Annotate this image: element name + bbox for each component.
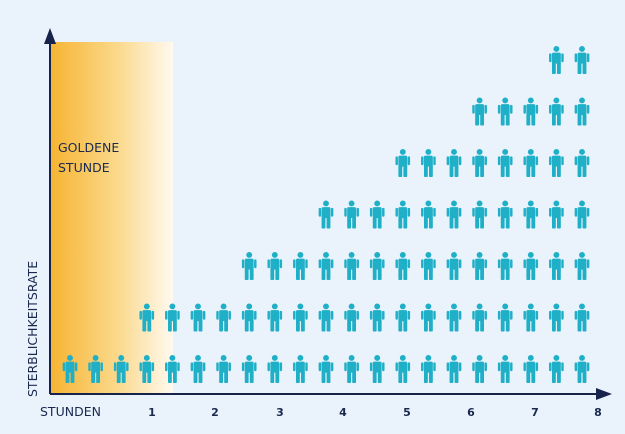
x-tick-labels: 1 2 3 4 5 6 7 8	[148, 406, 602, 419]
person-icon	[523, 149, 539, 177]
person-icon	[369, 355, 385, 383]
person-icon	[472, 97, 487, 126]
person-icon	[472, 252, 487, 280]
person-icon	[574, 355, 590, 383]
x-axis-label: STUNDEN	[40, 404, 101, 419]
person-icon	[574, 149, 590, 177]
person-icon	[472, 303, 487, 332]
person-icon	[344, 200, 359, 229]
person-icon	[549, 252, 564, 280]
person-icon	[344, 303, 359, 332]
person-icon	[497, 200, 513, 229]
person-icon	[549, 355, 564, 383]
person-icon	[497, 252, 513, 280]
person-icon	[293, 303, 308, 332]
person-icon	[472, 200, 487, 229]
person-icon	[472, 355, 487, 383]
person-icon	[574, 200, 590, 229]
person-icon	[497, 355, 513, 383]
x-tick-label: 4	[339, 406, 347, 419]
person-icon	[472, 149, 487, 177]
golden-hour-label-line: STUNDE	[58, 160, 110, 175]
person-icon	[369, 252, 385, 280]
person-icon	[267, 252, 283, 280]
person-icon	[344, 252, 359, 280]
person-icon	[421, 252, 436, 280]
x-tick-label: 1	[148, 406, 156, 419]
person-icon	[216, 303, 231, 332]
person-icon	[523, 303, 539, 332]
person-icon	[497, 97, 513, 126]
person-icon	[523, 200, 539, 229]
person-icon	[549, 200, 564, 229]
person-icon	[395, 252, 411, 280]
person-icon	[190, 303, 206, 332]
person-icon	[318, 252, 334, 280]
person-icon	[574, 46, 590, 74]
person-icon	[241, 252, 257, 280]
golden-hour-label: GOLDENE STUNDE	[58, 140, 119, 175]
person-icon	[318, 303, 334, 332]
person-icon	[549, 46, 564, 74]
person-icon	[523, 97, 539, 126]
person-icon	[395, 200, 411, 229]
person-icon	[421, 200, 436, 229]
person-icon	[369, 200, 385, 229]
person-icon	[318, 355, 334, 383]
person-icon	[395, 149, 411, 177]
x-tick-label: 6	[467, 406, 475, 419]
person-icon	[497, 149, 513, 177]
person-icon	[446, 149, 462, 177]
person-icon	[293, 252, 308, 280]
person-icon	[497, 303, 513, 332]
golden-hour-label-line: GOLDENE	[58, 140, 119, 155]
person-icon	[421, 355, 436, 383]
person-icon	[293, 355, 308, 383]
person-icon	[267, 355, 283, 383]
person-icon	[549, 149, 564, 177]
person-icon	[549, 97, 564, 126]
person-icon	[574, 97, 590, 126]
x-tick-label: 8	[594, 406, 602, 419]
person-icon	[523, 355, 539, 383]
golden-hour-region	[50, 42, 173, 394]
y-axis-arrow	[44, 28, 56, 44]
person-icon	[267, 303, 283, 332]
person-icon	[190, 355, 206, 383]
person-icon	[549, 303, 564, 332]
person-icon	[446, 355, 462, 383]
person-icon	[344, 355, 359, 383]
person-icon	[395, 303, 411, 332]
x-tick-label: 2	[211, 406, 219, 419]
person-icon	[574, 252, 590, 280]
person-icon	[574, 303, 590, 332]
x-tick-label: 3	[276, 406, 284, 419]
person-icon	[421, 303, 436, 332]
x-axis-arrow	[596, 388, 612, 400]
x-tick-label: 7	[531, 406, 539, 419]
person-icon	[369, 303, 385, 332]
person-icon	[446, 252, 462, 280]
person-icon	[241, 303, 257, 332]
person-icon	[446, 303, 462, 332]
person-icon	[523, 252, 539, 280]
person-icon	[395, 355, 411, 383]
x-tick-label: 5	[403, 406, 411, 419]
person-icon	[421, 149, 436, 177]
person-icon	[216, 355, 231, 383]
person-icon	[318, 200, 334, 229]
y-axis-label: STERBLICHKEITSRATE	[25, 261, 40, 397]
person-icon	[241, 355, 257, 383]
person-icon	[446, 200, 462, 229]
